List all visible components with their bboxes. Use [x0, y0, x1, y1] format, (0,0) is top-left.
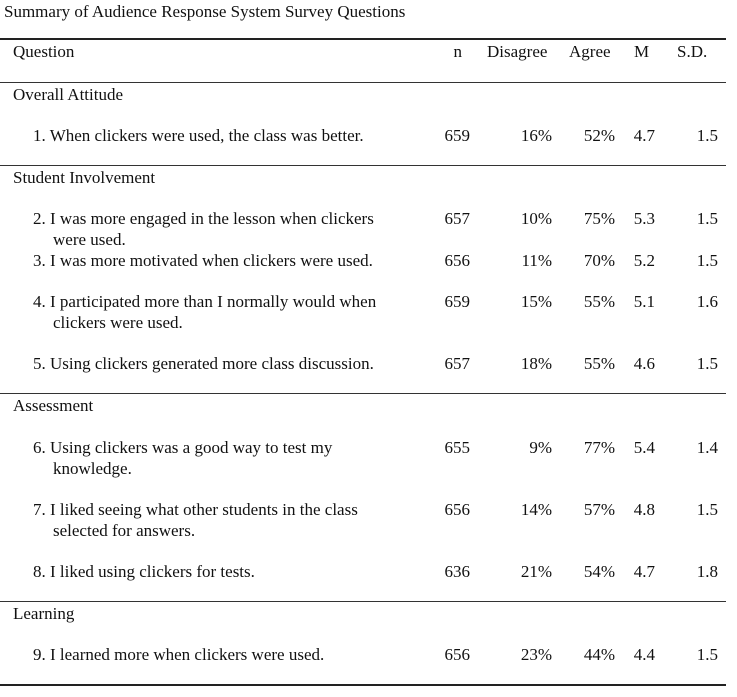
- header-question: Question: [13, 42, 75, 61]
- cell-sd: 1.5: [696, 500, 718, 519]
- cell-disagree: 15%: [520, 292, 552, 311]
- cell-agree: 54%: [583, 562, 615, 581]
- cell-m: 4.7: [633, 126, 655, 145]
- cell-agree: 52%: [583, 126, 615, 145]
- cell-sd: 1.5: [696, 354, 718, 373]
- section-heading-assessment: Assessment: [13, 396, 94, 415]
- question-line-continued: were used.: [53, 230, 126, 249]
- cell-agree: 55%: [583, 292, 615, 311]
- cell-n: 656: [444, 251, 471, 270]
- question-text-4: 4. I participated more than I normally w…: [33, 291, 408, 333]
- question-line-continued: selected for answers.: [53, 521, 196, 540]
- question-text-2: 2. I was more engaged in the lesson when…: [33, 208, 408, 250]
- cell-m: 5.4: [633, 438, 655, 457]
- section-heading-overall-attitude: Overall Attitude: [13, 85, 124, 104]
- question-line: 1. When clickers were used, the class wa…: [33, 126, 364, 145]
- cell-disagree: 11%: [521, 251, 552, 270]
- cell-m: 4.4: [633, 645, 655, 664]
- cell-n: 657: [444, 209, 471, 228]
- cell-sd: 1.6: [696, 292, 718, 311]
- question-text-6: 6. Using clickers was a good way to test…: [33, 437, 408, 479]
- question-line: 5. Using clickers generated more class d…: [33, 354, 374, 373]
- cell-sd: 1.5: [696, 209, 718, 228]
- question-line: 4. I participated more than I normally w…: [33, 292, 377, 311]
- header-n: n: [453, 42, 463, 61]
- cell-agree: 55%: [583, 354, 615, 373]
- cell-disagree: 9%: [529, 438, 552, 457]
- cell-m: 5.1: [633, 292, 655, 311]
- section-rule: [0, 601, 726, 602]
- cell-m: 4.6: [633, 354, 655, 373]
- question-line-continued: knowledge.: [53, 459, 132, 478]
- section-heading-learning: Learning: [13, 604, 75, 623]
- cell-disagree: 10%: [520, 209, 552, 228]
- question-text-8: 8. I liked using clickers for tests.: [33, 561, 408, 582]
- cell-n: 657: [444, 354, 471, 373]
- header-m: M: [634, 42, 650, 61]
- question-text-3: 3. I was more motivated when clickers we…: [33, 250, 408, 271]
- table-title: Summary of Audience Response System Surv…: [4, 2, 406, 21]
- cell-m: 4.7: [633, 562, 655, 581]
- question-line: 8. I liked using clickers for tests.: [33, 562, 255, 581]
- question-line: 2. I was more engaged in the lesson when…: [33, 209, 374, 228]
- cell-sd: 1.8: [696, 562, 718, 581]
- cell-agree: 70%: [583, 251, 615, 270]
- cell-disagree: 18%: [520, 354, 552, 373]
- cell-sd: 1.5: [696, 251, 718, 270]
- cell-n: 659: [444, 126, 471, 145]
- cell-sd: 1.5: [696, 126, 718, 145]
- section-rule: [0, 165, 726, 166]
- cell-sd: 1.4: [696, 438, 718, 457]
- cell-n: 659: [444, 292, 471, 311]
- cell-n: 655: [444, 438, 471, 457]
- question-line: 9. I learned more when clickers were use…: [33, 645, 325, 664]
- question-text-1: 1. When clickers were used, the class wa…: [33, 125, 408, 146]
- question-line: 3. I was more motivated when clickers we…: [33, 251, 373, 270]
- cell-n: 656: [444, 645, 471, 664]
- header-rule: [0, 82, 726, 83]
- section-heading-student-involvement: Student Involvement: [13, 168, 156, 187]
- header-disagree: Disagree: [487, 42, 548, 61]
- cell-n: 656: [444, 500, 471, 519]
- top-rule: [0, 38, 726, 40]
- cell-m: 5.2: [633, 251, 655, 270]
- question-line-continued: clickers were used.: [53, 313, 183, 332]
- question-line: 7. I liked seeing what other students in…: [33, 500, 358, 519]
- cell-m: 5.3: [633, 209, 655, 228]
- cell-disagree: 14%: [520, 500, 552, 519]
- question-text-9: 9. I learned more when clickers were use…: [33, 644, 408, 665]
- question-text-7: 7. I liked seeing what other students in…: [33, 499, 408, 541]
- cell-sd: 1.5: [696, 645, 718, 664]
- header-agree: Agree: [569, 42, 611, 61]
- cell-disagree: 16%: [520, 126, 552, 145]
- cell-disagree: 23%: [520, 645, 552, 664]
- header-sd: S.D.: [677, 42, 708, 61]
- question-text-5: 5. Using clickers generated more class d…: [33, 353, 408, 374]
- section-rule: [0, 393, 726, 394]
- cell-m: 4.8: [633, 500, 655, 519]
- cell-agree: 77%: [583, 438, 615, 457]
- cell-agree: 57%: [583, 500, 615, 519]
- bottom-rule: [0, 684, 726, 686]
- question-line: 6. Using clickers was a good way to test…: [33, 438, 333, 457]
- cell-n: 636: [444, 562, 471, 581]
- cell-agree: 44%: [583, 645, 615, 664]
- cell-agree: 75%: [583, 209, 615, 228]
- cell-disagree: 21%: [520, 562, 552, 581]
